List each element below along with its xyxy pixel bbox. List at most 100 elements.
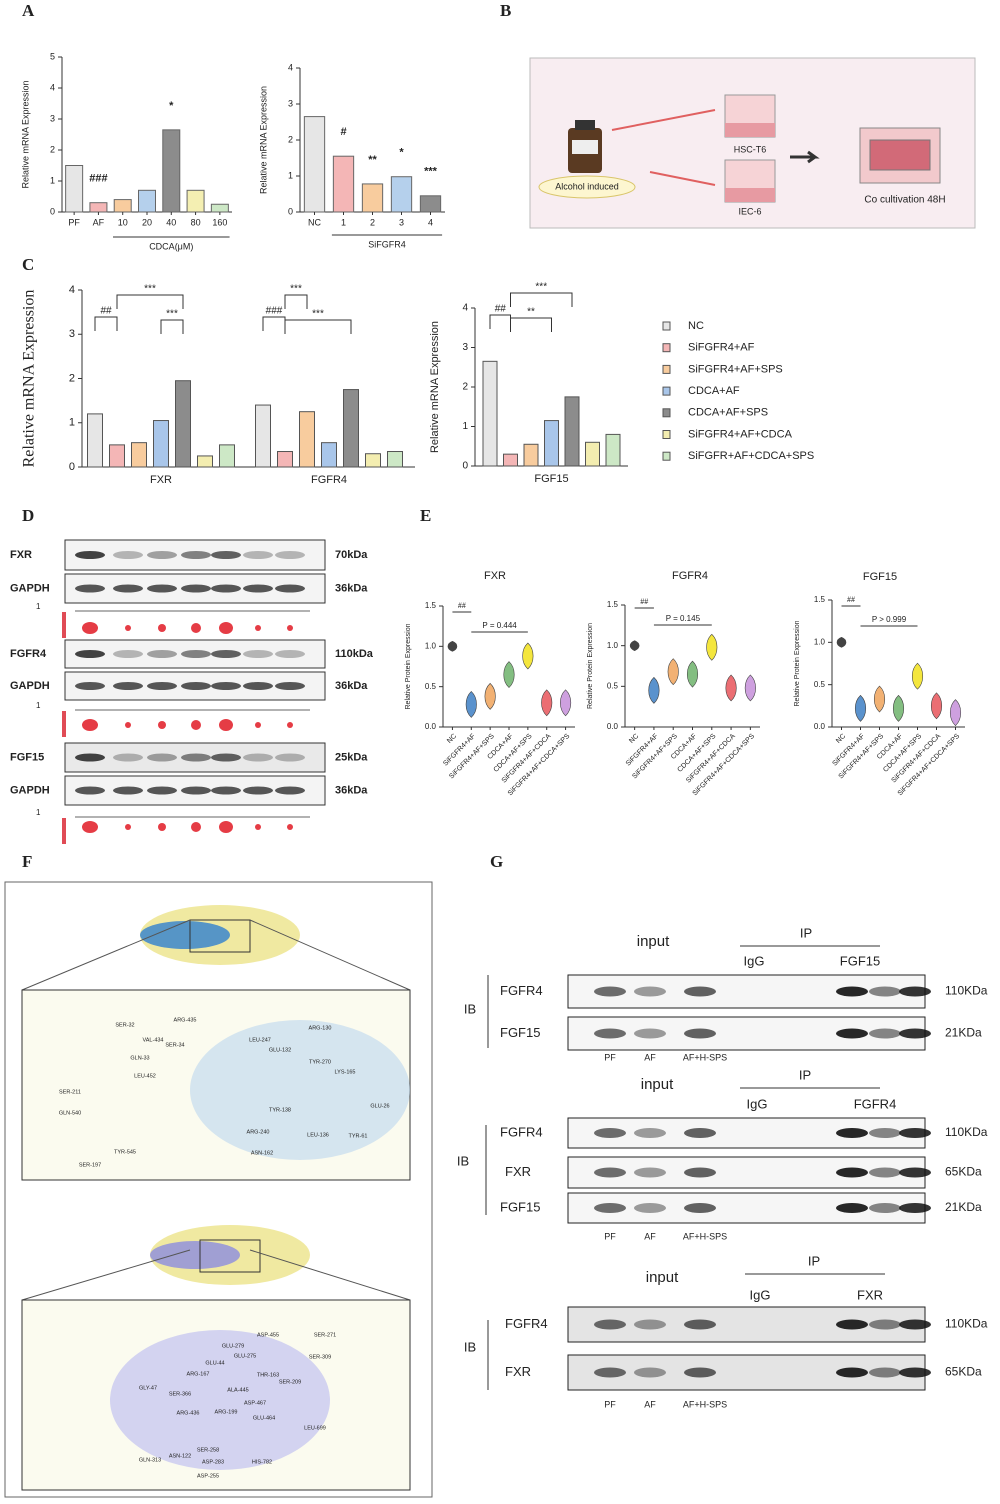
significance: *** (312, 309, 324, 320)
ip-target-label: FXR (857, 1287, 883, 1302)
x-tick-label: 10 (118, 217, 128, 227)
band (594, 1319, 626, 1330)
band (634, 1203, 666, 1213)
band (181, 753, 211, 762)
scale-label: 1 (36, 808, 41, 817)
protein-blue (140, 921, 230, 949)
violin (949, 699, 962, 727)
significance: * (399, 147, 404, 159)
zoom-line (249, 1249, 411, 1301)
band (684, 1203, 716, 1213)
band (275, 551, 305, 559)
size-label: 110KDa (945, 1125, 988, 1139)
residue-label: GLN-313 (139, 1457, 161, 1463)
intensity-dot (287, 722, 293, 728)
band (634, 1319, 666, 1330)
legend-swatch (662, 386, 671, 396)
band (684, 1319, 716, 1330)
y-tick-label: 1 (462, 421, 468, 432)
violin (629, 640, 640, 651)
input-label: input (646, 1269, 679, 1286)
y-tick-label: 0.5 (814, 680, 826, 689)
intensity-dot (125, 625, 131, 631)
panel-letter: C (22, 255, 34, 274)
intensity-dot (125, 722, 131, 728)
y-tick-label: 1 (69, 417, 75, 429)
band (243, 786, 273, 795)
bottle-cap (575, 120, 595, 130)
band (836, 1028, 868, 1039)
residue-label: ASP-455 (257, 1332, 279, 1338)
size-label: 65KDa (945, 1365, 982, 1379)
y-axis-label: Relative mRNA Expression (21, 290, 38, 468)
band (211, 551, 241, 559)
bracket (284, 294, 308, 309)
residue-label: SER-32 (115, 1022, 134, 1028)
bar (162, 129, 181, 213)
size-label: 21KDa (945, 1200, 982, 1214)
residue-label: GLU-464 (253, 1415, 275, 1421)
band (113, 551, 143, 559)
intensity-dot (219, 821, 233, 833)
size-label: 36kDa (335, 784, 368, 796)
violin (541, 689, 553, 717)
bar (131, 442, 147, 468)
residue-label: ARG-199 (215, 1409, 238, 1415)
violin (560, 689, 572, 717)
band (243, 551, 273, 559)
residue-label: GLU-26 (370, 1103, 389, 1109)
protein-label: FGFR4 (10, 648, 47, 660)
legend-label: CDCA+AF+SPS (688, 407, 768, 419)
bar (138, 189, 156, 213)
residue-label: ARG-436 (177, 1410, 200, 1416)
intensity-dot (82, 622, 98, 634)
size-label: 36kDa (335, 582, 368, 594)
band (147, 682, 177, 690)
x-tick-label: FGF15 (534, 473, 568, 485)
ip-label: IP (800, 925, 812, 940)
bar (65, 165, 84, 213)
y-axis-label: Relative Protein Expression (587, 623, 594, 709)
protein-label: FGFR4 (500, 1124, 543, 1139)
scale-label: 1 (36, 602, 41, 611)
y-tick-label: 2 (50, 144, 55, 154)
legend-swatch (662, 321, 671, 331)
input-label: input (637, 933, 670, 950)
y-tick-label: 0 (50, 206, 55, 216)
significance: ### (89, 173, 107, 185)
significance: *** (144, 284, 156, 295)
band (684, 1028, 716, 1039)
intensity-dot (125, 824, 131, 830)
residue-label: GLU-44 (205, 1360, 224, 1366)
band (75, 650, 105, 658)
band (594, 986, 626, 997)
band (836, 1319, 868, 1330)
scale-bar (62, 818, 66, 844)
significance: ## (495, 304, 507, 315)
x-tick-label: FGFR4 (311, 474, 347, 486)
band (594, 1128, 626, 1138)
intensity-dot (191, 822, 201, 832)
y-tick-label: 0.5 (607, 681, 619, 690)
legend-label: SiFGFR4+AF (688, 342, 755, 354)
y-tick-label: 2 (69, 372, 75, 384)
band (75, 682, 105, 690)
residue-label: LEU-452 (134, 1073, 156, 1079)
residue-label: GLY-47 (139, 1385, 157, 1391)
band (684, 1128, 716, 1138)
band (869, 1367, 901, 1378)
lane-label: PF (604, 1052, 616, 1062)
band (181, 682, 211, 690)
bar (343, 389, 359, 468)
band (243, 584, 273, 593)
protein-label: GAPDH (10, 582, 50, 594)
bar (387, 451, 403, 468)
band (634, 986, 666, 997)
y-tick-label: 0.0 (425, 722, 437, 731)
cell-label: HSC-T6 (734, 144, 767, 154)
band (836, 1367, 868, 1378)
protein-label: GAPDH (10, 784, 50, 796)
band (147, 786, 177, 795)
violin (854, 694, 867, 722)
